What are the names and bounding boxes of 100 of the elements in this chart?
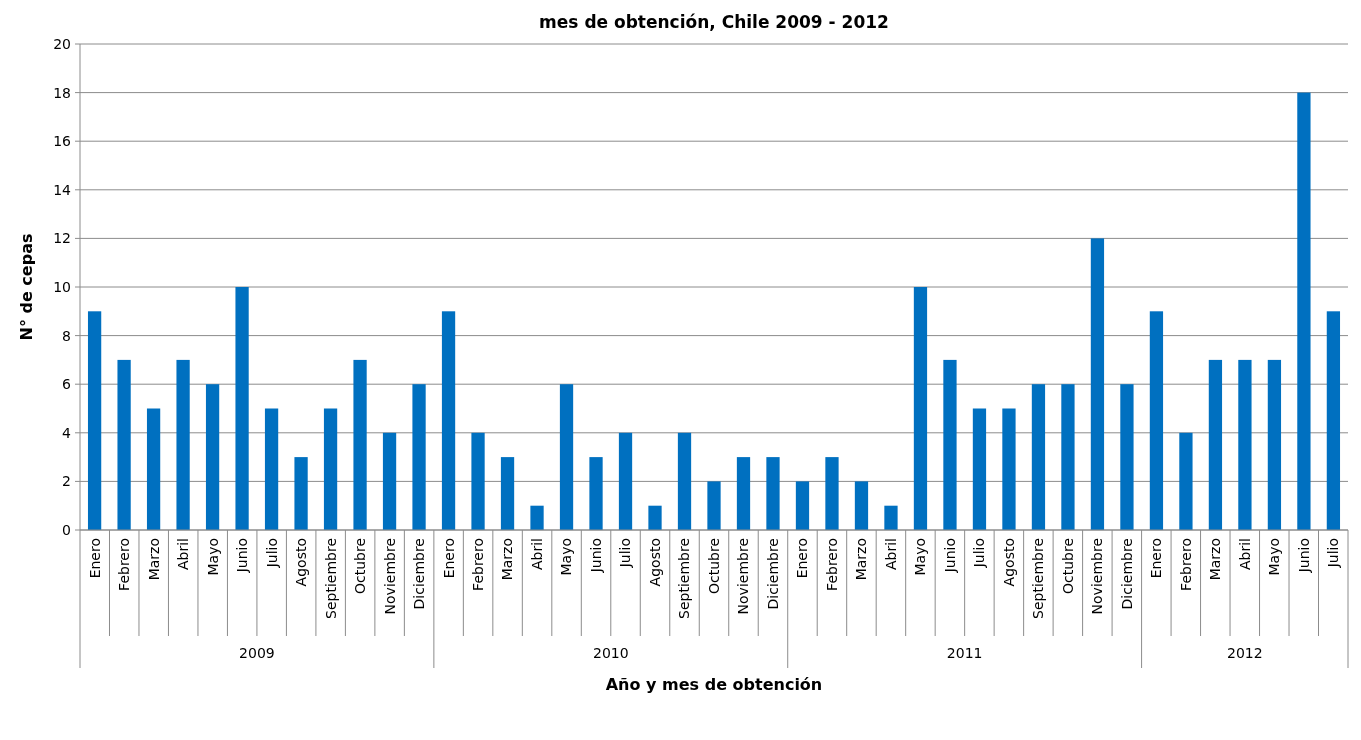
bar xyxy=(176,359,190,530)
bar xyxy=(913,287,928,530)
x-tick-label: Diciembre xyxy=(1118,538,1135,610)
x-tick-label: Julio xyxy=(971,538,988,569)
bar xyxy=(441,311,456,530)
x-tick-label: Mayo xyxy=(204,538,221,576)
x-tick-label: Abril xyxy=(882,538,899,570)
x-tick-label: Junio xyxy=(941,538,958,574)
x-tick-label: Agosto xyxy=(293,538,310,587)
y-tick-label: 18 xyxy=(53,84,71,101)
x-tick-label: Febrero xyxy=(469,538,486,591)
y-tick-label: 16 xyxy=(53,133,72,150)
bar xyxy=(264,408,279,530)
x-tick-label: Julio xyxy=(1325,538,1342,569)
bar xyxy=(884,505,898,530)
x-tick-label: Marzo xyxy=(853,538,870,581)
bar xyxy=(205,384,220,530)
y-tick-label: 14 xyxy=(53,181,72,198)
x-tick-label: Abril xyxy=(1236,538,1253,570)
x-tick-label: Enero xyxy=(86,538,103,579)
bar xyxy=(1090,238,1105,530)
bar xyxy=(146,408,161,530)
bar xyxy=(559,384,574,530)
y-tick-label: 20 xyxy=(53,35,71,52)
x-tick-label: Mayo xyxy=(1266,538,1283,576)
x-tick-label: Agosto xyxy=(1000,538,1017,587)
x-tick-label: Febrero xyxy=(116,538,133,591)
bar xyxy=(707,481,721,530)
bar xyxy=(1267,359,1282,530)
y-tick-label: 8 xyxy=(62,327,71,344)
bar xyxy=(530,505,544,530)
x-tick-label: Junio xyxy=(234,538,251,574)
bar xyxy=(648,505,662,530)
x-tick-label: Junio xyxy=(587,538,604,574)
bar xyxy=(323,408,338,530)
x-tick-label: Marzo xyxy=(499,538,516,581)
bar xyxy=(972,408,987,530)
bar xyxy=(1238,359,1252,530)
y-tick-label: 12 xyxy=(53,230,71,247)
x-tick-label: Febrero xyxy=(1177,538,1194,591)
bar xyxy=(854,481,869,530)
text: 2010 xyxy=(592,645,629,661)
x-tick-label: Enero xyxy=(440,538,457,579)
bar xyxy=(766,457,780,530)
x-tick-label: Mayo xyxy=(558,538,575,576)
bar xyxy=(235,287,249,530)
x-tick-label: Noviembre xyxy=(381,538,398,615)
y-tick-label: 2 xyxy=(62,473,71,490)
bar xyxy=(117,359,131,530)
bar xyxy=(825,457,839,530)
bar xyxy=(677,432,692,530)
y-tick-label: 4 xyxy=(62,424,72,441)
bar xyxy=(294,457,308,530)
y-tick-label: 6 xyxy=(62,376,72,393)
text: 2012 xyxy=(1226,645,1263,661)
x-tick-label: Enero xyxy=(1148,538,1165,579)
x-axis-title: Año y mes de obtención xyxy=(605,675,823,694)
x-tick-label: Mayo xyxy=(912,538,929,576)
bar xyxy=(1120,384,1134,530)
bar xyxy=(618,432,633,530)
bar xyxy=(353,359,367,530)
y-tick-label: 0 xyxy=(62,521,71,538)
x-tick-label: Marzo xyxy=(145,538,162,581)
y-axis-title: N° de cepas xyxy=(17,233,36,341)
bar xyxy=(412,384,426,530)
bar xyxy=(1061,384,1075,530)
y-tick-label: 10 xyxy=(53,278,71,295)
bar xyxy=(589,457,603,530)
bar xyxy=(1208,359,1223,530)
x-tick-label: Junio xyxy=(1295,538,1312,574)
x-tick-label: Febrero xyxy=(823,538,840,591)
x-tick-label: Abril xyxy=(175,538,192,570)
x-tick-label: Noviembre xyxy=(735,538,752,615)
bar xyxy=(1002,408,1016,530)
bar xyxy=(1326,311,1341,530)
x-tick-label: Abril xyxy=(528,538,545,570)
bar xyxy=(471,432,485,530)
x-tick-label: Octubre xyxy=(1059,538,1076,595)
bar xyxy=(736,457,751,530)
bar xyxy=(87,311,102,530)
x-tick-label: Noviembre xyxy=(1089,538,1106,615)
bar xyxy=(1031,384,1046,530)
bar xyxy=(382,432,397,530)
x-tick-label: Julio xyxy=(617,538,634,569)
text: 2011 xyxy=(946,645,983,661)
x-tick-label: Marzo xyxy=(1207,538,1224,581)
text: 2009 xyxy=(239,645,275,661)
chart-title: mes de obtención, Chile 2009 - 2012 xyxy=(539,12,889,32)
x-tick-label: Diciembre xyxy=(411,538,428,610)
bar xyxy=(1297,92,1311,530)
bar xyxy=(795,481,810,530)
bar xyxy=(1179,432,1193,530)
bar xyxy=(943,359,957,530)
bar xyxy=(1149,311,1164,530)
x-tick-label: Octubre xyxy=(352,538,369,595)
x-tick-label: Julio xyxy=(263,538,280,569)
bar xyxy=(500,457,515,530)
x-tick-label: Octubre xyxy=(705,538,722,595)
x-tick-label: Septiembre xyxy=(1030,538,1047,619)
x-tick-label: Agosto xyxy=(646,538,663,587)
